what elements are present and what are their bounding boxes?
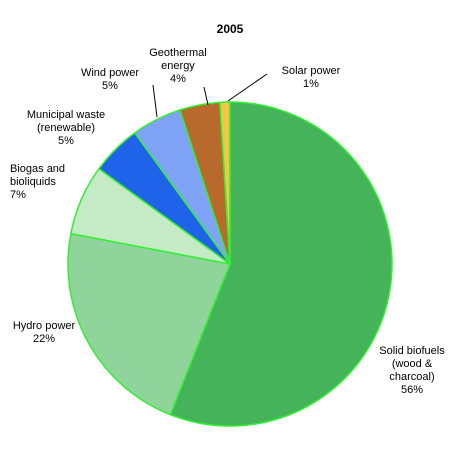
slice-name-line: Solid biofuels	[379, 345, 445, 357]
slice-label-1: Hydro power 22%	[13, 320, 76, 345]
pie-slice-6	[219, 101, 231, 265]
slice-name-line: Biogas and	[10, 163, 65, 175]
slice-value-label: 5%	[58, 135, 74, 147]
pie-slice-0	[169, 101, 393, 427]
slice-label-2: Biogas and bioliquids 7%	[10, 163, 65, 201]
slice-value-label: 56%	[401, 384, 423, 396]
slice-name-line: Wind power	[81, 67, 139, 79]
slice-labels: Solid biofuels (wood & charcoal) 56% Hydro p…	[10, 47, 445, 396]
chart-title: 2005	[217, 22, 244, 36]
slice-value-label: 1%	[303, 78, 319, 90]
slice-label-3: Municipal waste (renewable) 5%	[27, 109, 105, 147]
slice-name-line: (wood &	[392, 358, 433, 370]
slice-name-line: energy	[161, 60, 195, 72]
slice-value-label: 7%	[10, 189, 26, 201]
slice-name-line: Geothermal	[149, 47, 206, 59]
leader-lines	[152, 73, 268, 118]
pie-slices	[67, 101, 393, 427]
slice-name-line: bioliquids	[10, 176, 56, 188]
leader-line-5	[203, 86, 209, 106]
slice-name-line: Solar power	[282, 65, 341, 77]
slice-label-6: Solar power 1%	[282, 65, 341, 90]
slice-label-4: Wind power 5%	[81, 67, 139, 92]
slice-name-line: (renewable)	[37, 122, 95, 134]
pie-slice-1	[67, 232, 231, 416]
slice-value-label: 4%	[170, 73, 186, 85]
slice-name-line: Hydro power	[13, 320, 76, 332]
slice-name-line: Municipal waste	[27, 109, 105, 121]
slice-value-label: 5%	[102, 80, 118, 92]
slice-label-5: Geothermal energy 4%	[149, 47, 206, 85]
slice-name-line: charcoal)	[389, 371, 434, 383]
slice-value-label: 22%	[33, 333, 55, 345]
leader-line-4	[152, 84, 158, 118]
leader-line-6	[227, 73, 268, 102]
slice-label-0: Solid biofuels (wood & charcoal) 56%	[379, 345, 445, 396]
